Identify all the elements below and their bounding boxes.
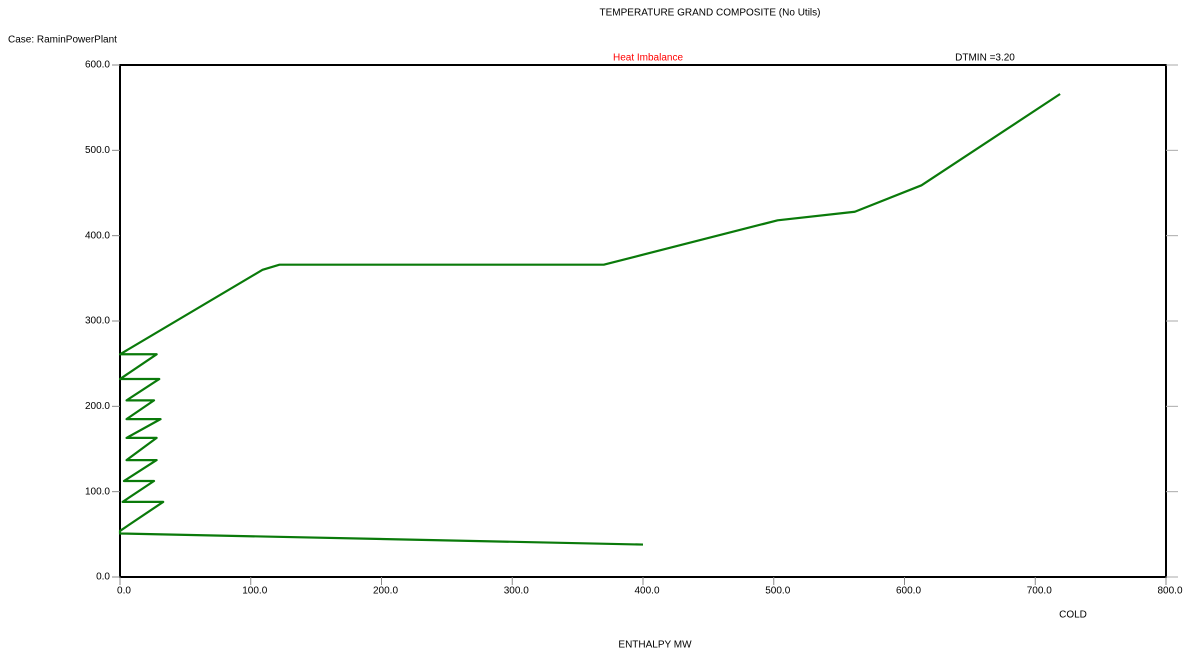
x-tick-label: 200.0 [373, 586, 398, 597]
y-tick-label: 500.0 [85, 145, 110, 156]
y-tick-label: 100.0 [85, 486, 110, 497]
annotation: Heat Imbalance [613, 53, 683, 64]
y-tick-label: 600.0 [85, 60, 110, 71]
plot-frame [119, 64, 1167, 578]
x-axis-label: ENTHALPY MW [618, 640, 692, 650]
annotation: COLD [1059, 610, 1087, 621]
x-tick-label: 0.0 [117, 586, 131, 597]
y-tick-label: 200.0 [85, 401, 110, 412]
x-tick-label: 600.0 [896, 586, 921, 597]
x-tick-label: 100.0 [242, 586, 267, 597]
y-tick-label: 0.0 [96, 572, 110, 583]
annotation: DTMIN =3.20 [955, 53, 1015, 64]
series-line [118, 93, 1061, 546]
x-tick-label: 800.0 [1157, 586, 1182, 597]
x-tick-label: 400.0 [634, 586, 659, 597]
x-tick-label: 500.0 [765, 586, 790, 597]
case-label: Case: RaminPowerPlant [8, 35, 117, 46]
chart-title: TEMPERATURE GRAND COMPOSITE (No Utils) [600, 8, 821, 19]
x-tick-label: 300.0 [504, 586, 529, 597]
y-tick-label: 300.0 [85, 316, 110, 327]
x-tick-label: 700.0 [1027, 586, 1052, 597]
y-tick-label: 400.0 [85, 230, 110, 241]
